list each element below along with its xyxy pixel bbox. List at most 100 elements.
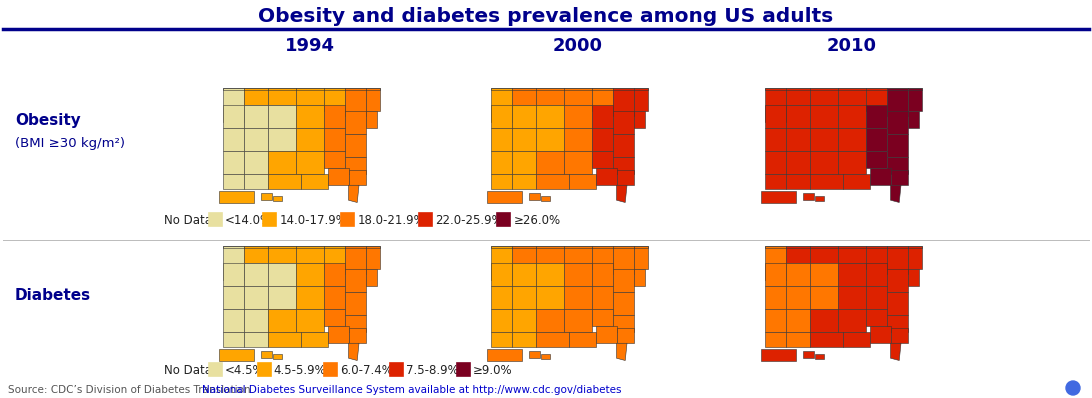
Polygon shape [244, 246, 268, 263]
Bar [324, 363, 337, 375]
Polygon shape [366, 88, 380, 111]
Polygon shape [909, 88, 922, 111]
Text: <14.0%: <14.0% [225, 215, 272, 228]
Polygon shape [296, 151, 324, 174]
Polygon shape [511, 88, 536, 105]
Polygon shape [536, 332, 569, 347]
Polygon shape [890, 328, 909, 343]
Polygon shape [511, 246, 536, 263]
Polygon shape [348, 343, 359, 361]
Polygon shape [296, 263, 324, 286]
Polygon shape [869, 168, 890, 185]
Polygon shape [366, 269, 377, 286]
Text: 1994: 1994 [285, 37, 335, 55]
Polygon shape [223, 263, 244, 286]
Polygon shape [490, 128, 511, 151]
Text: ≥26.0%: ≥26.0% [513, 215, 560, 228]
Polygon shape [887, 269, 909, 291]
Polygon shape [887, 111, 909, 133]
Polygon shape [617, 185, 627, 203]
Polygon shape [838, 128, 866, 151]
Polygon shape [595, 168, 617, 185]
Polygon shape [613, 88, 634, 116]
Polygon shape [613, 111, 634, 133]
Polygon shape [816, 353, 824, 359]
Bar [263, 213, 276, 226]
Polygon shape [345, 133, 366, 156]
Polygon shape [563, 105, 592, 128]
Polygon shape [810, 263, 838, 286]
Polygon shape [563, 88, 592, 105]
Polygon shape [866, 263, 887, 286]
Polygon shape [764, 174, 785, 189]
Polygon shape [490, 286, 511, 309]
Polygon shape [634, 269, 644, 286]
Polygon shape [324, 151, 345, 168]
Polygon shape [268, 105, 296, 128]
Polygon shape [592, 246, 613, 269]
Polygon shape [563, 309, 592, 332]
Polygon shape [866, 105, 887, 128]
Polygon shape [223, 309, 244, 332]
Polygon shape [345, 291, 366, 314]
Polygon shape [490, 309, 511, 332]
Polygon shape [838, 263, 866, 286]
Polygon shape [348, 185, 359, 203]
Polygon shape [529, 193, 539, 200]
Polygon shape [810, 128, 838, 151]
Text: 18.0-21.9%: 18.0-21.9% [357, 215, 425, 228]
Polygon shape [592, 88, 613, 111]
Polygon shape [296, 246, 324, 263]
Polygon shape [219, 349, 254, 361]
Polygon shape [563, 286, 592, 309]
Polygon shape [490, 246, 511, 280]
Polygon shape [810, 88, 838, 105]
Polygon shape [866, 151, 887, 168]
Polygon shape [785, 88, 810, 105]
Bar [456, 363, 470, 375]
Polygon shape [887, 246, 909, 274]
Polygon shape [613, 269, 634, 291]
Polygon shape [490, 105, 511, 128]
Polygon shape [366, 246, 380, 269]
Bar [391, 363, 403, 375]
Polygon shape [785, 309, 810, 332]
Text: 4.5-5.9%: 4.5-5.9% [274, 365, 327, 377]
Polygon shape [764, 246, 785, 280]
Polygon shape [261, 193, 272, 200]
Polygon shape [592, 286, 613, 309]
Polygon shape [261, 351, 272, 358]
Polygon shape [909, 269, 918, 286]
Polygon shape [268, 309, 296, 332]
Polygon shape [223, 246, 244, 280]
Polygon shape [838, 286, 866, 309]
Polygon shape [536, 88, 563, 105]
Polygon shape [785, 286, 810, 309]
Polygon shape [634, 246, 648, 269]
Polygon shape [785, 332, 810, 347]
Polygon shape [785, 151, 810, 174]
Polygon shape [268, 88, 296, 105]
Polygon shape [244, 332, 268, 347]
Polygon shape [785, 263, 810, 286]
Text: Obesity and diabetes prevalence among US adults: Obesity and diabetes prevalence among US… [259, 6, 833, 25]
Polygon shape [244, 286, 268, 309]
Polygon shape [569, 174, 595, 189]
Polygon shape [869, 326, 890, 343]
Polygon shape [563, 128, 592, 151]
Polygon shape [490, 174, 511, 189]
Polygon shape [511, 151, 536, 174]
Polygon shape [511, 309, 536, 332]
Polygon shape [223, 174, 244, 189]
Bar [419, 213, 432, 226]
Bar [497, 213, 510, 226]
Polygon shape [592, 151, 613, 168]
Polygon shape [268, 128, 296, 151]
Polygon shape [764, 128, 785, 151]
Polygon shape [843, 174, 869, 189]
Polygon shape [244, 128, 268, 151]
Polygon shape [324, 88, 345, 111]
Text: Obesity: Obesity [15, 113, 81, 127]
Text: No Data: No Data [164, 365, 212, 377]
Polygon shape [785, 174, 810, 189]
